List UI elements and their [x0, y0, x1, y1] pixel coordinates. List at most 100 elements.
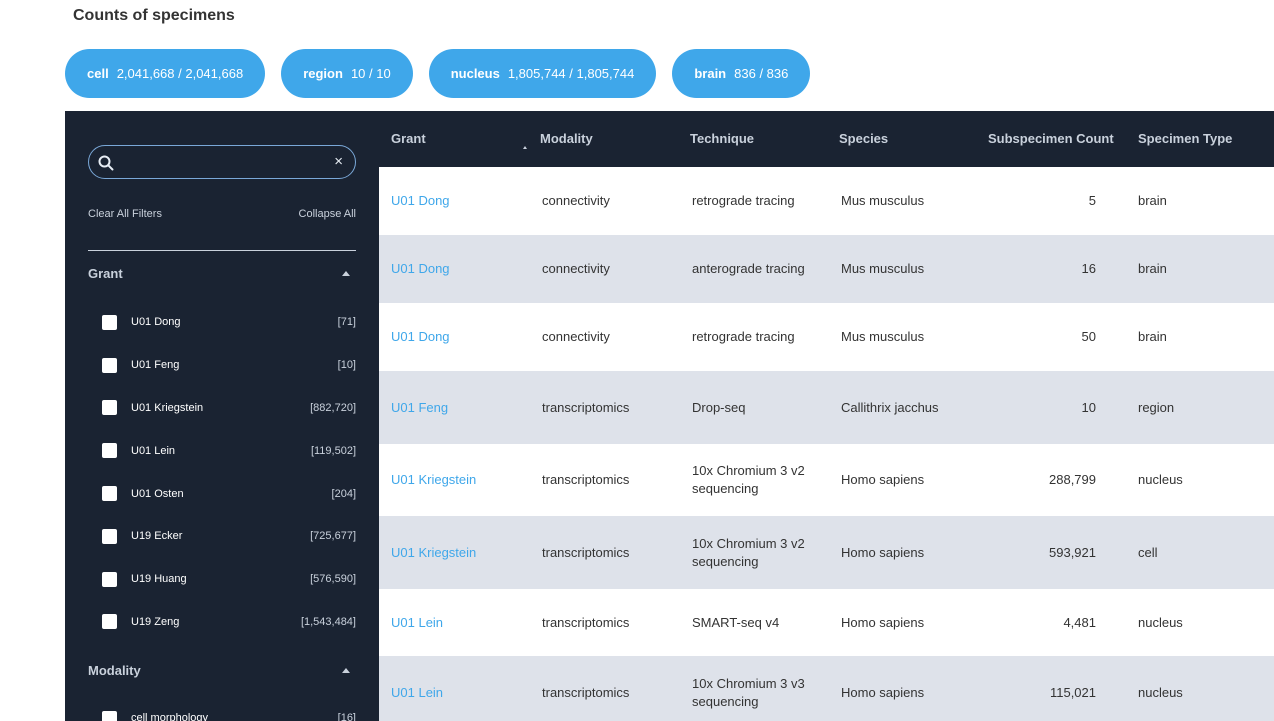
- grant-link[interactable]: U01 Kriegstein: [391, 544, 477, 560]
- facet-label: U19 Zeng: [131, 615, 180, 628]
- filter-actions: Clear All Filters Collapse All: [88, 208, 356, 220]
- grant-link[interactable]: U01 Feng: [391, 399, 449, 415]
- specimen-type-cell: nucleus: [1138, 472, 1183, 487]
- column-header-grant[interactable]: Grant: [391, 131, 426, 146]
- facet-checkbox[interactable]: [102, 400, 117, 416]
- grant-link[interactable]: U01 Lein: [391, 614, 444, 630]
- count-cell: 10: [1081, 399, 1096, 415]
- specimen-count-pills: cell 2,041,668 / 2,041,668 region 10 / 10 …: [65, 49, 826, 98]
- grant-section-header[interactable]: Grant: [88, 266, 356, 281]
- facet-item[interactable]: U01 Osten [204]: [102, 472, 356, 515]
- table-row: U01 Kriegstein transcriptomics 10x Chrom…: [379, 516, 1274, 589]
- facet-checkbox[interactable]: [102, 710, 117, 721]
- technique-cell: SMART-seq v4: [692, 614, 780, 630]
- count-cell: 16: [1081, 261, 1096, 276]
- modality-cell: transcriptomics: [542, 399, 630, 415]
- specimen-type-cell: brain: [1138, 261, 1167, 276]
- clear-all-filters-link[interactable]: Clear All Filters: [88, 208, 162, 220]
- facet-item[interactable]: U01 Feng [10]: [102, 344, 356, 387]
- facet-label: U01 Lein: [131, 444, 176, 457]
- facet-checkbox[interactable]: [102, 314, 117, 330]
- chevron-up-icon: [342, 271, 350, 276]
- facet-item[interactable]: cell morphology [16]: [102, 697, 356, 721]
- facet-label: U01 Osten: [131, 487, 184, 500]
- facet-count: [204]: [331, 487, 356, 500]
- facet-item[interactable]: U19 Ecker [725,677]: [102, 515, 356, 558]
- modality-facet-list: cell morphology [16]: [102, 697, 356, 721]
- technique-cell: 10x Chromium 3 v2 sequencing: [692, 535, 805, 569]
- modality-section-header[interactable]: Modality: [88, 663, 356, 678]
- facet-item[interactable]: U19 Zeng [1,543,484]: [102, 601, 356, 644]
- table-row: U01 Dong connectivity anterograde tracin…: [379, 235, 1274, 303]
- search-input[interactable]: [123, 152, 323, 172]
- facet-checkbox[interactable]: [102, 486, 117, 502]
- facet-checkbox[interactable]: [102, 571, 117, 587]
- facet-count: [71]: [337, 316, 356, 329]
- clear-search-icon[interactable]: ×: [334, 153, 343, 170]
- pill-value: 1,805,744 / 1,805,744: [507, 66, 635, 81]
- pill-name: cell: [87, 66, 109, 81]
- table-body: U01 Dong connectivity retrograde tracing…: [379, 167, 1274, 721]
- modality-cell: connectivity: [542, 193, 610, 208]
- pill-brain[interactable]: brain 836 / 836: [672, 49, 811, 98]
- facet-label: cell morphology: [131, 712, 209, 721]
- facet-checkbox[interactable]: [102, 528, 117, 544]
- modality-section-title: Modality: [88, 663, 141, 678]
- technique-cell: anterograde tracing: [692, 261, 805, 276]
- pill-value: 10 / 10: [350, 66, 391, 81]
- facet-label: U19 Ecker: [131, 530, 183, 543]
- column-header-modality[interactable]: Modality: [540, 131, 593, 146]
- facet-item[interactable]: U19 Huang [576,590]: [102, 558, 356, 601]
- specimen-type-cell: brain: [1138, 193, 1167, 208]
- specimen-type-cell: region: [1138, 399, 1175, 415]
- modality-cell: connectivity: [542, 261, 610, 276]
- grant-link[interactable]: U01 Dong: [391, 261, 450, 276]
- facet-label: U01 Feng: [131, 359, 180, 372]
- pill-region[interactable]: region 10 / 10: [281, 49, 413, 98]
- count-cell: 288,799: [1049, 472, 1096, 487]
- column-header-specimen-type[interactable]: Specimen Type: [1138, 131, 1233, 146]
- table-row: U01 Lein transcriptomics SMART-seq v4 Ho…: [379, 589, 1274, 656]
- count-cell: 4,481: [1063, 614, 1096, 630]
- facet-count: [10]: [337, 359, 356, 372]
- column-header-subspecimen-count[interactable]: Subspecimen Count: [988, 131, 1114, 146]
- grant-link[interactable]: U01 Dong: [391, 193, 450, 208]
- facet-label: U01 Kriegstein: [131, 401, 204, 414]
- facet-item[interactable]: U01 Dong [71]: [102, 301, 356, 344]
- modality-cell: transcriptomics: [542, 544, 630, 560]
- grant-link[interactable]: U01 Dong: [391, 329, 450, 344]
- pill-nucleus[interactable]: nucleus 1,805,744 / 1,805,744: [428, 49, 657, 98]
- facet-checkbox[interactable]: [102, 614, 117, 630]
- pill-cell[interactable]: cell 2,041,668 / 2,041,668: [65, 49, 266, 98]
- specimen-type-cell: nucleus: [1138, 614, 1183, 630]
- species-cell: Mus musculus: [841, 261, 925, 276]
- facet-count: [119,502]: [310, 444, 356, 457]
- table-row: U01 Feng transcriptomics Drop-seq Callit…: [379, 371, 1274, 444]
- column-header-technique[interactable]: Technique: [690, 131, 755, 146]
- facet-checkbox[interactable]: [102, 443, 117, 459]
- collapse-all-link[interactable]: Collapse All: [298, 208, 356, 220]
- technique-cell: 10x Chromium 3 v3 sequencing: [692, 675, 805, 709]
- grant-link[interactable]: U01 Lein: [391, 684, 444, 700]
- sort-ascending-icon[interactable]: [523, 146, 527, 149]
- facet-count: [725,677]: [310, 530, 356, 543]
- table-row: U01 Dong connectivity retrograde tracing…: [379, 303, 1274, 371]
- species-cell: Homo sapiens: [841, 472, 925, 487]
- facet-label: U19 Huang: [131, 573, 187, 586]
- page-title: Counts of specimens: [73, 7, 235, 24]
- technique-cell: 10x Chromium 3 v2 sequencing: [692, 463, 805, 496]
- count-cell: 593,921: [1049, 544, 1096, 560]
- column-header-species[interactable]: Species: [839, 131, 889, 146]
- count-cell: 115,021: [1049, 684, 1096, 700]
- pill-name: nucleus: [450, 66, 500, 81]
- facet-item[interactable]: U01 Lein [119,502]: [102, 429, 356, 472]
- count-cell: 50: [1081, 329, 1096, 344]
- facet-count: [16]: [337, 712, 356, 721]
- facet-item[interactable]: U01 Kriegstein [882,720]: [102, 387, 356, 430]
- pill-value: 836 / 836: [734, 66, 789, 81]
- pill-name: brain: [694, 66, 727, 81]
- grant-facet-list: U01 Dong [71] U01 Feng [10] U01 Kriegstein…: [102, 301, 356, 643]
- grant-link[interactable]: U01 Kriegstein: [391, 472, 477, 487]
- pill-value: 2,041,668 / 2,041,668: [116, 66, 244, 81]
- facet-checkbox[interactable]: [102, 357, 117, 373]
